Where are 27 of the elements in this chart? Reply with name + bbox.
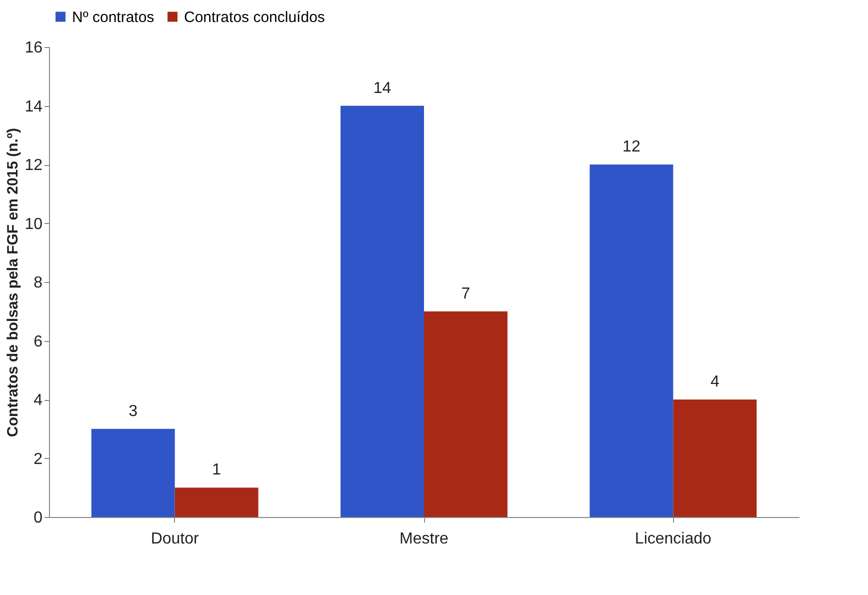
- data-label: 3: [128, 402, 138, 420]
- y-tick-label: 10: [24, 216, 43, 233]
- bar: [340, 106, 424, 517]
- bar: [673, 400, 757, 517]
- y-axis-title: Contratos de bolsas pela FGF em 2015 (n.º): [4, 128, 22, 437]
- bar: [174, 488, 258, 517]
- y-tick-label: 2: [34, 450, 43, 468]
- data-label: 1: [212, 462, 222, 479]
- y-tick-label: 4: [34, 392, 43, 409]
- data-label: 14: [373, 80, 392, 97]
- bar: [424, 311, 508, 517]
- bar: [91, 428, 175, 517]
- legend-label: Contratos concluídos: [184, 8, 325, 26]
- data-label: 12: [622, 138, 640, 156]
- y-tick-label: 6: [34, 333, 43, 350]
- y-tick-label: 12: [24, 157, 43, 174]
- legend-label: Nº contratos: [72, 8, 154, 26]
- data-label: 7: [461, 285, 470, 302]
- y-tick-label: 16: [24, 40, 43, 56]
- y-tick-label: 8: [34, 274, 43, 292]
- y-tick-label: 14: [24, 98, 43, 116]
- data-label: 4: [710, 374, 720, 390]
- x-tick-label: Licenciado: [634, 530, 712, 548]
- bar: [590, 164, 674, 517]
- y-tick-label: 0: [34, 510, 43, 526]
- x-tick-label: Mestre: [400, 530, 449, 548]
- x-tick-label: Doutor: [150, 530, 200, 548]
